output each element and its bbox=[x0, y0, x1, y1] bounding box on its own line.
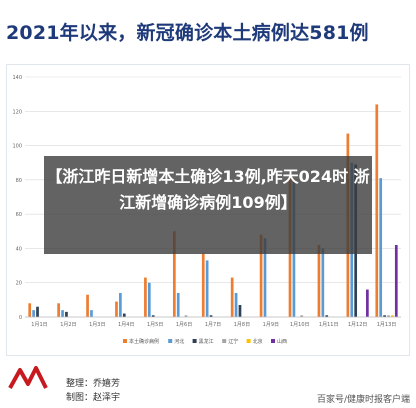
y-tick-label: 0 bbox=[19, 315, 22, 321]
bar bbox=[122, 313, 126, 317]
source-credit: 百家号/健康时报客户端 bbox=[316, 395, 410, 405]
legend-label: 辽宁 bbox=[228, 338, 238, 345]
bar bbox=[205, 260, 209, 317]
legend-swatch bbox=[246, 339, 251, 343]
x-tick-label: 1月1日 bbox=[31, 322, 47, 328]
x-tick-label: 1月4日 bbox=[118, 322, 134, 328]
bar bbox=[151, 315, 155, 317]
x-tick-label: 1月9日 bbox=[263, 322, 279, 328]
bar bbox=[65, 311, 68, 317]
y-tick-label: 140 bbox=[12, 75, 22, 81]
bar bbox=[36, 306, 39, 317]
bar bbox=[61, 310, 64, 317]
bar bbox=[201, 253, 205, 317]
bar bbox=[57, 303, 60, 317]
bar bbox=[300, 315, 304, 317]
legend-swatch bbox=[192, 339, 197, 343]
bar bbox=[379, 178, 383, 317]
x-tick-label: 1月5日 bbox=[147, 322, 163, 328]
bar bbox=[238, 305, 242, 317]
bar bbox=[86, 294, 89, 317]
x-tick-label: 1月2日 bbox=[60, 322, 76, 328]
y-tick-label: 80 bbox=[16, 178, 22, 184]
legend-label: 本土确诊病例 bbox=[129, 338, 159, 345]
bar bbox=[172, 231, 176, 317]
bar-chart: 0 20 40 60 80 100 120 140 1月1日 1月2日 1月3日 1月4日 1月5日 1月… bbox=[12, 75, 401, 345]
x-tick-label: 1月3日 bbox=[89, 322, 105, 328]
y-tick-label: 60 bbox=[16, 212, 22, 218]
legend-label: 河北 bbox=[174, 338, 184, 345]
bar bbox=[28, 303, 32, 317]
bar bbox=[147, 282, 151, 317]
x-tick-label: 1月11日 bbox=[319, 322, 339, 328]
x-tick-label: 1月12日 bbox=[348, 322, 368, 328]
bar bbox=[259, 234, 263, 317]
legend-swatch bbox=[271, 339, 275, 343]
editor-credit: 整理：乔嬉芳 bbox=[66, 379, 121, 389]
x-tick-label: 1月10日 bbox=[290, 322, 310, 328]
y-tick-label: 20 bbox=[16, 281, 22, 287]
bar bbox=[176, 293, 180, 317]
bar bbox=[90, 310, 93, 317]
x-tick-label: 1月13日 bbox=[377, 322, 397, 328]
bar bbox=[263, 238, 267, 317]
overlay-headline: 【浙江昨日新增本土确诊13例,昨天024时 浙江新增确诊病例109例】 bbox=[46, 167, 370, 212]
bar bbox=[184, 315, 188, 317]
legend-swatch bbox=[123, 339, 127, 343]
bar bbox=[115, 301, 118, 317]
bar bbox=[321, 248, 325, 317]
bar bbox=[394, 245, 398, 317]
footer: 整理：乔嬉芳 制图：赵泽宇 百家号/健康时报客户端 bbox=[0, 360, 416, 408]
legend-label: 山西 bbox=[277, 338, 287, 345]
bar bbox=[366, 289, 369, 317]
bar bbox=[119, 293, 122, 317]
legend-label: 北京 bbox=[253, 338, 263, 345]
bar bbox=[209, 315, 213, 317]
legend-label: 黑龙江 bbox=[199, 338, 214, 345]
bar bbox=[234, 293, 238, 317]
bar bbox=[32, 310, 35, 317]
y-tick-label: 100 bbox=[12, 144, 22, 150]
bar bbox=[391, 315, 394, 317]
y-tick-label: 120 bbox=[12, 109, 22, 115]
x-tick-label: 1月8日 bbox=[234, 322, 250, 328]
legend-swatch bbox=[222, 339, 227, 343]
x-tick-label: 1月6日 bbox=[176, 322, 192, 328]
bar bbox=[325, 315, 329, 317]
page-title: 2021年以来，新冠确诊本土病例达581例 bbox=[6, 22, 369, 44]
bar bbox=[230, 277, 234, 317]
y-tick-label: 40 bbox=[16, 246, 22, 252]
bar bbox=[144, 277, 147, 317]
bar bbox=[375, 104, 379, 317]
people-daily-logo bbox=[6, 364, 50, 394]
bar bbox=[383, 315, 386, 317]
bar bbox=[317, 245, 321, 317]
designer-credit: 制图：赵泽宇 bbox=[66, 393, 121, 403]
news-overlay: 【浙江昨日新增本土确诊13例,昨天024时 浙江新增确诊病例109例】 bbox=[44, 156, 372, 254]
x-tick-label: 1月7日 bbox=[205, 322, 221, 328]
bar bbox=[387, 315, 390, 317]
legend-swatch bbox=[168, 339, 173, 343]
